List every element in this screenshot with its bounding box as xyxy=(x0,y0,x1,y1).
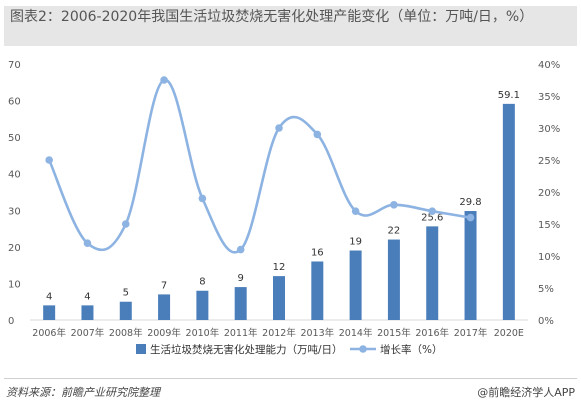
bar-value-label: 19 xyxy=(349,237,362,248)
bar xyxy=(464,211,477,320)
y-left-tick-label: 10 xyxy=(8,279,21,290)
y-right-tick-label: 15% xyxy=(538,220,560,231)
bar-value-label: 5 xyxy=(123,288,129,299)
growth-rate-point xyxy=(428,207,437,215)
bar xyxy=(81,305,94,320)
bar xyxy=(196,290,209,320)
growth-rate-point xyxy=(313,130,322,139)
y-right-tick-label: 10% xyxy=(538,252,560,263)
y-left-tick-label: 50 xyxy=(8,133,21,144)
bar-value-label: 4 xyxy=(46,291,52,302)
chart-title: 图表2：2006-2020年我国生活垃圾焚烧无害化处理产能变化（单位：万吨/日，… xyxy=(10,9,534,25)
growth-rate-point xyxy=(160,76,168,84)
bar xyxy=(119,301,132,320)
bar xyxy=(158,294,171,320)
y-left-tick-label: 20 xyxy=(8,243,21,254)
y-right-tick-label: 35% xyxy=(538,92,560,103)
bar-value-label: 12 xyxy=(273,262,286,273)
y-left-tick-label: 60 xyxy=(8,97,21,108)
growth-rate-point xyxy=(275,124,283,132)
bar-value-label: 4 xyxy=(84,291,90,302)
x-tick-label: 2011年 xyxy=(224,327,258,339)
title-bar: 图表2：2006-2020年我国生活垃圾焚烧无害化处理产能变化（单位：万吨/日，… xyxy=(4,6,577,46)
bar xyxy=(502,103,515,320)
legend-line-label: 增长率（%） xyxy=(380,343,442,356)
bar xyxy=(234,287,247,320)
y-left-tick-label: 0 xyxy=(8,316,14,327)
bar-value-label: 29.8 xyxy=(459,197,481,208)
bar-value-label: 22 xyxy=(388,226,401,237)
x-tick-label: 2016年 xyxy=(415,327,449,339)
y-right-tick-label: 0% xyxy=(538,316,554,327)
growth-rate-point xyxy=(390,201,398,209)
x-tick-label: 2012年 xyxy=(262,327,296,339)
legend-bar-label: 生活垃圾焚烧无害化处理能力（万吨/日） xyxy=(150,343,343,356)
y-left-tick-label: 70 xyxy=(8,60,21,71)
growth-rate-point xyxy=(198,194,207,203)
x-tick-label: 2009年 xyxy=(147,327,181,339)
y-right-tick-label: 40% xyxy=(538,60,560,71)
growth-rate-point xyxy=(83,239,92,247)
x-tick-label: 2014年 xyxy=(339,327,373,339)
y-right-tick-label: 25% xyxy=(538,156,560,167)
bar xyxy=(273,276,285,320)
bar xyxy=(43,305,56,320)
bar-value-label: 7 xyxy=(161,280,167,291)
y-right-tick-label: 5% xyxy=(538,284,554,295)
brand-label: @前瞻经济学人APP xyxy=(477,386,575,399)
growth-rate-point xyxy=(351,207,360,215)
y-right-tick-label: 30% xyxy=(538,124,560,135)
growth-rate-line xyxy=(47,78,471,254)
x-tick-label: 2020E xyxy=(494,328,524,339)
growth-rate-point xyxy=(45,156,53,164)
x-tick-label: 2006年 xyxy=(32,327,66,339)
bar-value-label: 16 xyxy=(311,247,324,258)
growth-rate-point xyxy=(466,213,475,222)
legend-bar-swatch xyxy=(136,344,146,354)
bar-value-label: 25.6 xyxy=(421,212,443,223)
x-tick-label: 2008年 xyxy=(109,327,143,339)
x-tick-label: 2017年 xyxy=(454,327,488,339)
x-tick-label: 2010年 xyxy=(186,327,220,339)
source-note: 资料来源：前瞻产业研究院整理 xyxy=(6,386,160,399)
y-right-tick-label: 20% xyxy=(538,188,560,199)
bar-value-label: 9 xyxy=(238,273,244,284)
x-tick-label: 2013年 xyxy=(300,327,334,339)
bar-value-label: 8 xyxy=(199,277,205,288)
growth-rate-point xyxy=(236,245,245,254)
growth-rate-point xyxy=(121,220,130,228)
bar xyxy=(387,239,400,320)
bar-value-label: 59.1 xyxy=(498,90,520,101)
bar xyxy=(349,250,362,320)
bar xyxy=(311,261,324,320)
y-left-tick-label: 40 xyxy=(8,170,21,181)
legend-line-marker xyxy=(359,345,367,353)
x-tick-label: 2007年 xyxy=(71,327,105,339)
footer-divider xyxy=(4,378,577,379)
x-tick-label: 2015年 xyxy=(377,327,411,339)
y-left-tick-label: 30 xyxy=(8,206,21,217)
bar xyxy=(426,226,439,320)
